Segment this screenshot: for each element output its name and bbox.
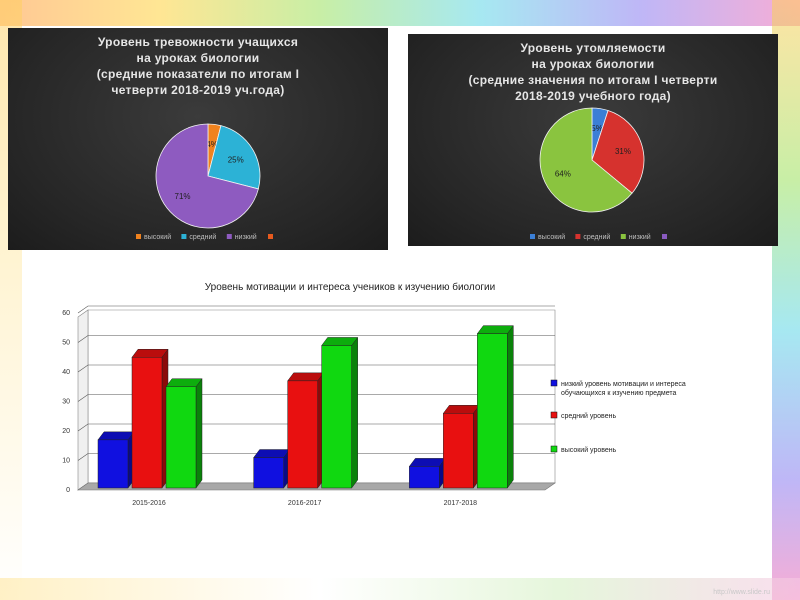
gridline-6: [77, 305, 555, 314]
anxiety-pie-slice-1: [207, 125, 261, 190]
anxiety-pie-legend-swatch-2: [226, 234, 232, 239]
anxiety-pie-legend-swatch-1: [181, 234, 187, 239]
fatigue-pie-chart: 5% 31% 64% высокий средний низкий: [530, 107, 667, 241]
chart-side-wall: [77, 309, 89, 491]
anxiety-pie-legend-label-0: высокий: [144, 233, 171, 241]
motivation-chart-title: Уровень мотивации и интереса учеников к …: [204, 282, 496, 293]
y-tick-label-4: 40: [62, 369, 70, 376]
anxiety-pie-legend-label-1: средний: [189, 233, 216, 241]
fatigue-pie-legend-swatch-0: [530, 234, 535, 239]
fatigue-pie-legend-swatch-2: [620, 234, 626, 239]
fatigue-pie-legend-label-0: высокий: [538, 233, 565, 241]
fatigue-pie-legend-swatch-1: [575, 234, 581, 239]
gridline-2: [77, 423, 555, 432]
bar-2-1: [442, 404, 480, 489]
gridline-3: [77, 394, 555, 402]
fatigue-pie-slice-label-1: 31%: [615, 147, 631, 156]
anxiety-pie-chart: 4% 25% 71% высокий средний низкий: [136, 123, 273, 241]
fatigue-pie-slice-2: [539, 107, 633, 213]
anxiety-pie-slice-2: [155, 123, 259, 229]
bar-0-1: [131, 348, 169, 489]
fatigue-pie-legend-label-2: низкий: [629, 233, 651, 241]
anxiety-pie-slice-label-1: 25%: [228, 156, 244, 165]
legend-swatch-1: [550, 411, 558, 419]
fatigue-pie-slice-1: [591, 110, 645, 194]
legend-label-1: средний уровень: [561, 412, 616, 420]
anxiety-pie-legend-label-2: низкий: [235, 233, 257, 241]
fatigue-pie-legend-swatch-3: [662, 234, 667, 239]
gridline-5: [77, 335, 555, 343]
anxiety-pie-legend-swatch-3: [268, 234, 273, 239]
x-tick-label-2: 2017-2018: [444, 500, 478, 507]
anxiety-pie-slice-label-0: 4%: [206, 140, 218, 149]
y-tick-label-0: 0: [66, 487, 70, 494]
gridline-4: [77, 364, 555, 373]
y-tick-label-1: 10: [62, 458, 70, 465]
bar-2-2: [476, 324, 514, 489]
footer-url: http://www.slide.ru: [713, 589, 770, 596]
gridline-1: [77, 453, 555, 461]
bar-1-2: [321, 336, 359, 489]
y-tick-label-5: 50: [62, 340, 70, 347]
x-tick-label-1: 2016-2017: [288, 500, 322, 507]
x-tick-label-0: 2015-2016: [132, 500, 166, 507]
bar-1-1: [287, 372, 325, 489]
y-tick-label-2: 20: [62, 428, 70, 435]
fatigue-pie-panel: Уровень утомляемости на уроках биологии …: [408, 34, 778, 246]
fatigue-pie-legend-label-1: средний: [583, 233, 610, 241]
anxiety-pie-slice-label-2: 71%: [175, 192, 191, 201]
fatigue-pie-title: Уровень утомляемости на уроках биологии …: [468, 41, 718, 103]
bar-0-0: [97, 431, 135, 489]
bar-2-0: [408, 457, 446, 489]
legend-swatch-2: [550, 445, 558, 453]
legend-label-0: низкий уровень мотивации и интереса обуча…: [561, 380, 686, 397]
bar-0-2: [165, 378, 203, 489]
anxiety-pie-panel: Уровень тревожности учащихся на уроках б…: [8, 28, 388, 250]
legend-label-2: высокий уровень: [561, 446, 617, 454]
fatigue-pie-slice-label-2: 64%: [555, 170, 571, 179]
anxiety-pie-legend-swatch-0: [136, 234, 141, 239]
decor-bottom-stripe: [0, 578, 800, 600]
decor-top-stripe: [0, 0, 800, 26]
y-tick-label-3: 30: [62, 399, 70, 406]
anxiety-pie-title: Уровень тревожности учащихся на уроках б…: [96, 35, 300, 97]
y-tick-label-6: 60: [62, 310, 70, 317]
fatigue-pie-slice-label-0: 5%: [591, 124, 603, 133]
bar-1-0: [253, 448, 291, 489]
legend-swatch-0: [550, 379, 558, 387]
